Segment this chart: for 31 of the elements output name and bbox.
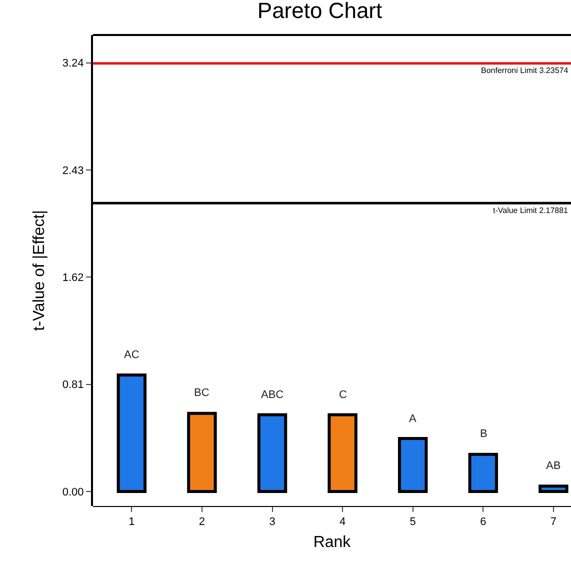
data-label: C xyxy=(339,389,347,401)
data-label: A xyxy=(409,413,417,425)
ref-line-label: Bonferroni Limit 3.23574 xyxy=(481,66,569,75)
x-tick-label: 2 xyxy=(198,516,206,528)
bar xyxy=(468,452,498,493)
x-tick-label: 5 xyxy=(410,516,416,528)
chart-title: Pareto Chart xyxy=(257,0,382,24)
ref-line-label: t-Value Limit 2.17881 xyxy=(493,206,569,215)
bar xyxy=(398,437,428,493)
bar xyxy=(187,412,217,493)
bar xyxy=(116,374,147,493)
y-tick-label: 0.00 xyxy=(62,486,84,498)
x-tick-label: 6 xyxy=(480,516,486,528)
bar xyxy=(257,413,288,493)
bar xyxy=(538,484,568,493)
x-axis-title: Rank xyxy=(313,534,352,551)
data-label: ABC xyxy=(261,389,284,401)
x-tick-label: 1 xyxy=(128,516,135,528)
y-tick-label: 0.81 xyxy=(62,379,84,392)
y-axis-title: t-Value of |Effect| xyxy=(30,210,48,331)
x-tick-label: 3 xyxy=(269,516,276,528)
data-label: BC xyxy=(194,387,210,399)
data-label: AB xyxy=(546,460,561,472)
data-label: AC xyxy=(124,349,140,361)
x-tick-label: 7 xyxy=(550,516,556,528)
y-tick-label: 2.43 xyxy=(62,164,84,177)
x-tick-label: 4 xyxy=(339,516,346,528)
y-tick-label: 1.62 xyxy=(62,272,84,284)
bar xyxy=(328,413,358,493)
data-label: B xyxy=(480,428,488,440)
y-tick-label: 3.24 xyxy=(62,58,84,70)
